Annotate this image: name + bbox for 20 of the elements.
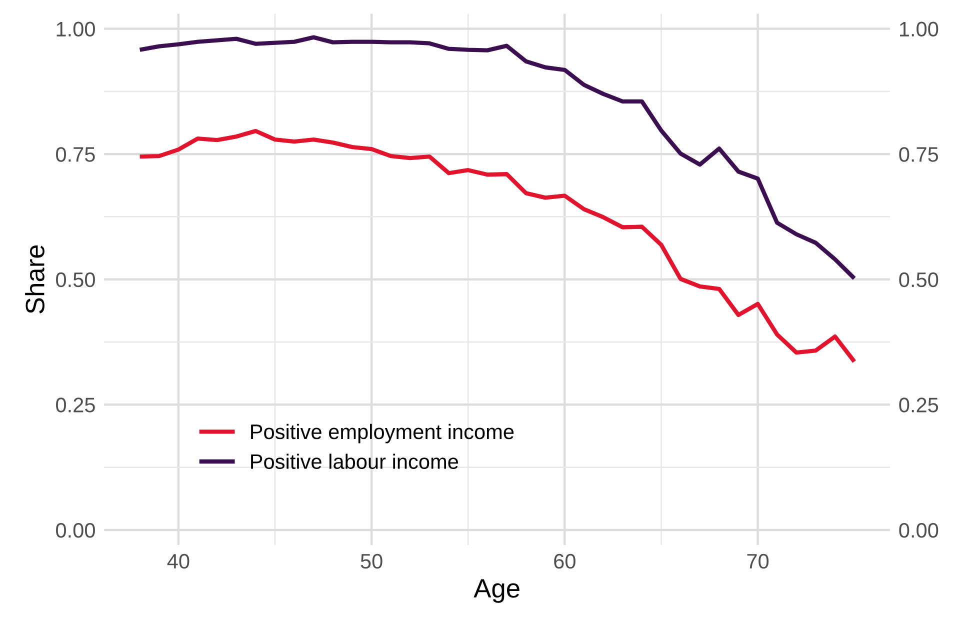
- x-axis-title: Age: [474, 579, 520, 603]
- legend-label: Positive labour income: [251, 454, 458, 470]
- line-series: [138, 128, 856, 364]
- y2-tick-label: 0.75: [899, 147, 938, 162]
- y-tick-label: 0.50: [56, 272, 95, 288]
- y2-tick-label: 0.50: [899, 272, 938, 288]
- x-tick-label: 50: [360, 554, 382, 569]
- x-tick-label: 40: [167, 554, 190, 569]
- line-series: [138, 35, 856, 280]
- legend-label: Positive employment income: [251, 424, 514, 444]
- y-tick-label: 1.00: [56, 22, 95, 37]
- y-tick-label: 0.25: [56, 398, 95, 412]
- x-tick-label: 60: [554, 554, 576, 569]
- y2-tick-label: 1.00: [900, 22, 938, 37]
- x-tick-label: 70: [747, 554, 769, 569]
- y-axis-title: Share: [25, 245, 44, 314]
- y-tick-label: 0.00: [56, 522, 95, 538]
- y2-tick-label: 0.25: [899, 398, 938, 412]
- y2-tick-label: 0.00: [899, 522, 938, 538]
- y-tick-label: 0.75: [56, 147, 95, 162]
